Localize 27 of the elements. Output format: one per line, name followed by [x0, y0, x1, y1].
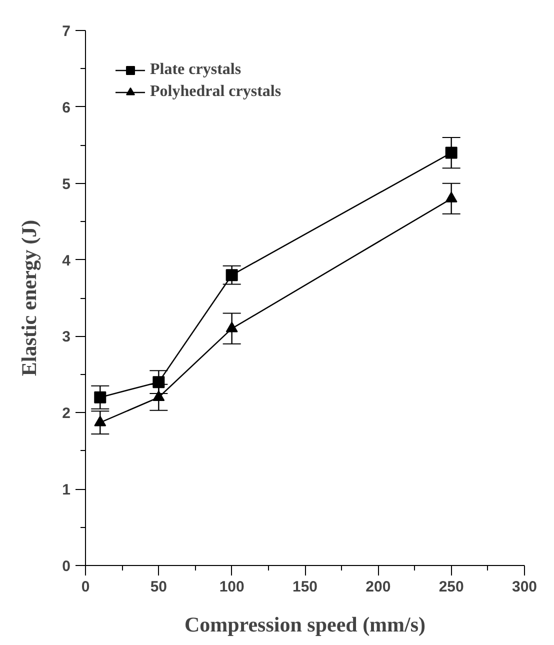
point [226, 322, 238, 332]
y-tick-label: 1 [62, 482, 70, 499]
x-axis-title: Compression speed (mm/s) [184, 612, 426, 636]
x-tick-label: 250 [438, 578, 464, 596]
point [226, 269, 238, 282]
x-tick-label: 0 [81, 578, 90, 596]
point [152, 376, 165, 388]
y-tick-label: 3 [62, 328, 70, 346]
y-tick-label: 0 [62, 558, 70, 575]
y-tick-label: 6 [62, 99, 70, 116]
x-tick-label: 200 [366, 578, 391, 596]
y-tick-label: 4 [62, 252, 72, 270]
x-tick-label: 50 [150, 578, 168, 596]
x-tick-label: 300 [512, 578, 538, 596]
x-tick-label: 150 [292, 578, 318, 596]
y-axis-title: Elastic energy (J) [17, 220, 42, 376]
x-tick-label: 100 [219, 578, 244, 596]
legend-label: Plate crystals [150, 61, 242, 79]
point [445, 146, 458, 159]
y-tick-label: 5 [62, 176, 70, 193]
point [94, 391, 106, 404]
point [445, 192, 458, 202]
legend-label: Polyhedral crystals [150, 83, 282, 101]
point [94, 416, 106, 426]
y-tick-label: 2 [62, 405, 70, 422]
point [152, 390, 165, 402]
y-tick-label: 7 [62, 23, 70, 40]
